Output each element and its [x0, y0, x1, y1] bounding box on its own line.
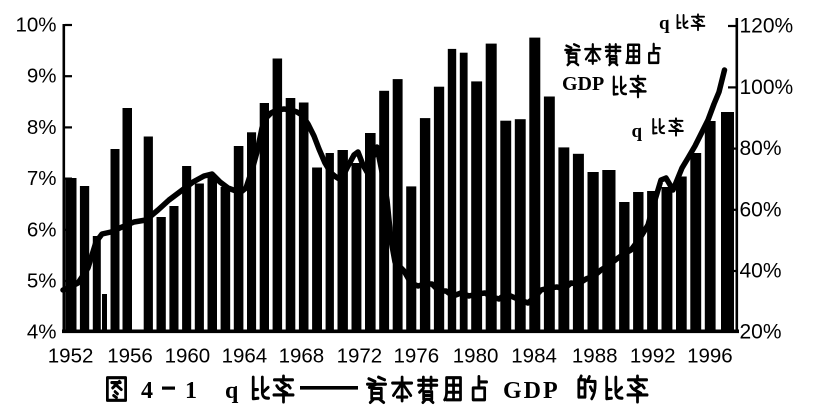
svg-text:1980: 1980: [453, 345, 499, 368]
svg-text:GDP: GDP: [503, 378, 560, 404]
svg-text:100%: 100%: [740, 76, 794, 99]
svg-text:8%: 8%: [27, 116, 57, 139]
svg-text:1964: 1964: [222, 345, 268, 368]
svg-text:1956: 1956: [107, 345, 153, 368]
svg-text:1: 1: [185, 378, 199, 404]
svg-text:4: 4: [141, 378, 155, 404]
svg-text:1996: 1996: [687, 345, 733, 368]
svg-text:4%: 4%: [27, 321, 57, 344]
svg-text:10%: 10%: [15, 14, 56, 37]
svg-text:20%: 20%: [740, 321, 782, 344]
svg-text:1960: 1960: [165, 345, 211, 368]
svg-text:1972: 1972: [337, 345, 383, 368]
svg-text:1988: 1988: [572, 345, 618, 368]
svg-text:GDP: GDP: [562, 73, 604, 95]
svg-text:q: q: [632, 121, 643, 142]
svg-text:120%: 120%: [740, 15, 794, 38]
svg-text:q: q: [225, 378, 240, 404]
svg-text:60%: 60%: [740, 198, 782, 221]
svg-text:1992: 1992: [630, 345, 676, 368]
svg-text:6%: 6%: [27, 218, 57, 241]
svg-text:1952: 1952: [48, 345, 94, 368]
svg-text:9%: 9%: [27, 65, 57, 88]
svg-text:1976: 1976: [393, 345, 439, 368]
svg-text:1968: 1968: [279, 345, 325, 368]
svg-text:q: q: [659, 13, 670, 34]
svg-text:80%: 80%: [740, 137, 782, 160]
svg-text:7%: 7%: [27, 167, 57, 190]
svg-text:40%: 40%: [740, 260, 782, 283]
svg-text:5%: 5%: [27, 270, 57, 293]
svg-text:1984: 1984: [511, 345, 557, 368]
